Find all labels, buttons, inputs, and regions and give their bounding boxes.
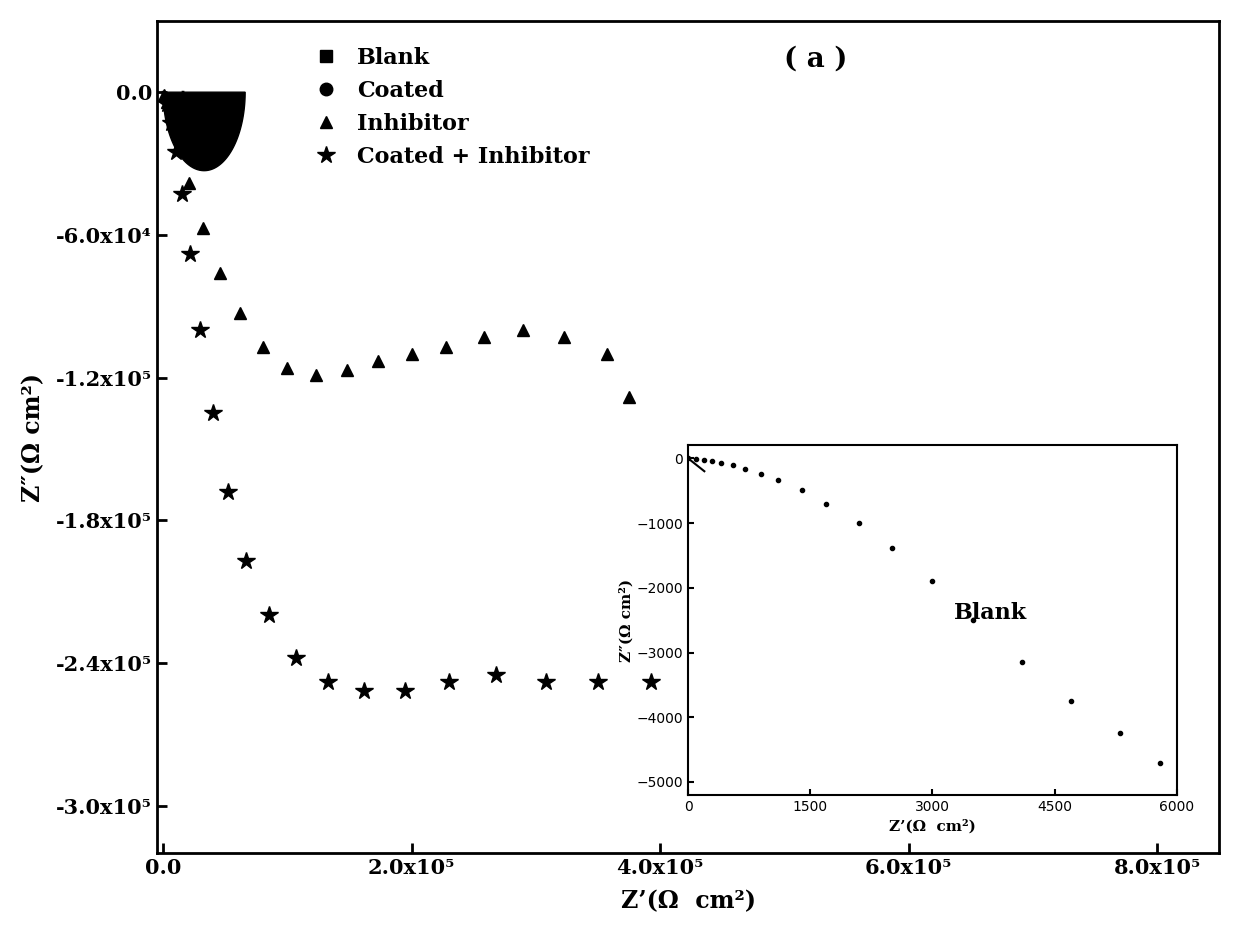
Coated + Inhibitor [175, 189, 190, 200]
Coated + Inhibitor [398, 686, 413, 697]
Inhibitor [165, 110, 180, 121]
Coated + Inhibitor [644, 676, 658, 687]
Line: Coated + Inhibitor: Coated + Inhibitor [157, 95, 1168, 700]
Coated + Inhibitor [357, 686, 372, 697]
Coated + Inhibitor [1053, 641, 1068, 652]
Coated + Inhibitor [698, 676, 713, 687]
Coated + Inhibitor [751, 664, 766, 675]
Coated + Inhibitor [193, 324, 208, 335]
Inhibitor [196, 222, 211, 234]
Inhibitor [621, 391, 636, 403]
X-axis label: Z’(Ω  cm²): Z’(Ω cm²) [620, 889, 755, 913]
Coated + Inhibitor [289, 653, 304, 664]
Inhibitor [340, 365, 355, 376]
Coated + Inhibitor [590, 676, 605, 687]
Inhibitor [182, 177, 197, 188]
Coated + Inhibitor [1152, 629, 1167, 640]
Inhibitor [516, 324, 531, 335]
Inhibitor [439, 341, 454, 352]
Inhibitor [557, 332, 572, 343]
Coated + Inhibitor [239, 555, 254, 566]
Coated + Inhibitor [905, 645, 920, 657]
Coated + Inhibitor [169, 146, 184, 157]
Inhibitor [172, 139, 187, 150]
Coated + Inhibitor [806, 658, 821, 669]
Coated + Inhibitor [489, 670, 503, 681]
Inhibitor [213, 267, 228, 278]
Coated + Inhibitor [955, 638, 970, 649]
Inhibitor [157, 89, 172, 100]
Coated + Inhibitor [206, 407, 221, 418]
Inhibitor [160, 96, 175, 107]
Coated + Inhibitor [221, 486, 236, 497]
Legend: Blank, Coated, Inhibitor, Coated + Inhibitor: Blank, Coated, Inhibitor, Coated + Inhib… [306, 40, 596, 175]
Coated + Inhibitor [321, 676, 336, 687]
Inhibitor [309, 370, 324, 381]
Inhibitor [233, 307, 248, 318]
Inhibitor [371, 355, 386, 366]
Line: Inhibitor: Inhibitor [159, 89, 635, 403]
Coated + Inhibitor [856, 650, 870, 661]
Coated + Inhibitor [164, 118, 179, 129]
Coated + Inhibitor [262, 610, 277, 621]
Y-axis label: Z″(Ω cm²): Z″(Ω cm²) [21, 373, 45, 502]
Inhibitor [280, 362, 295, 374]
Inhibitor [599, 348, 614, 360]
Text: ( a ): ( a ) [784, 46, 847, 73]
Coated + Inhibitor [1004, 645, 1019, 657]
Coated + Inhibitor [538, 676, 553, 687]
Inhibitor [255, 341, 270, 352]
Polygon shape [164, 92, 246, 171]
Inhibitor [404, 348, 419, 360]
Inhibitor [476, 332, 491, 343]
Coated + Inhibitor [184, 248, 198, 260]
Coated + Inhibitor [160, 98, 175, 109]
Coated + Inhibitor [1102, 638, 1117, 649]
Coated + Inhibitor [441, 676, 456, 687]
